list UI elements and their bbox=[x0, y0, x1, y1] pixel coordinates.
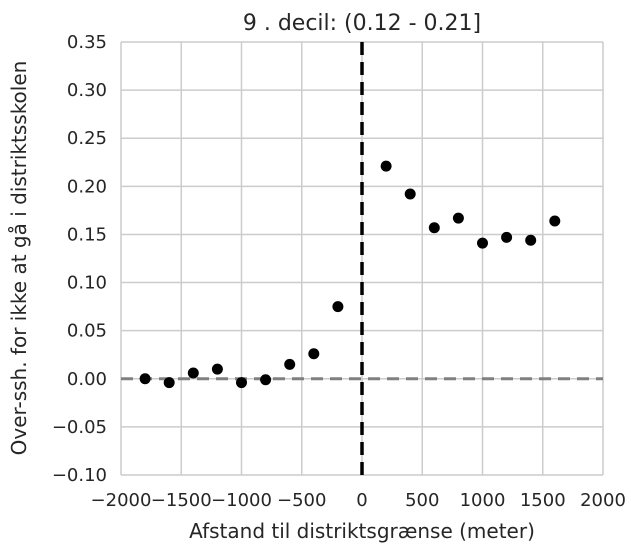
reference-lines bbox=[121, 42, 603, 475]
data-point bbox=[236, 377, 247, 389]
y-tick-label: 0.00 bbox=[67, 369, 107, 390]
x-tick-label: −500 bbox=[277, 490, 326, 511]
x-tick-labels: −2000 −1500 −1000 −500 0 500 1000 1500 2000 bbox=[91, 490, 626, 511]
data-points bbox=[139, 160, 561, 389]
x-tick-label: 1500 bbox=[520, 490, 566, 511]
y-tick-label: −0.10 bbox=[52, 465, 107, 486]
x-axis-title: Afstand til distriktsgrænse (meter) bbox=[189, 519, 535, 543]
data-point bbox=[211, 363, 223, 375]
data-point bbox=[308, 348, 320, 360]
y-tick-label: 0.25 bbox=[67, 128, 107, 149]
x-tick-label: −1500 bbox=[151, 490, 212, 511]
data-point bbox=[284, 358, 296, 370]
data-point bbox=[477, 237, 488, 249]
data-point bbox=[501, 231, 513, 243]
data-point bbox=[404, 188, 416, 200]
y-tick-label: 0.15 bbox=[67, 224, 107, 245]
x-tick-label: −2000 bbox=[91, 490, 152, 511]
y-tick-labels: −0.10 −0.05 0.00 0.05 0.10 0.15 0.20 0.25 0.30 0.… bbox=[52, 32, 107, 486]
x-tick-label: 500 bbox=[405, 490, 439, 511]
y-tick-label: −0.05 bbox=[52, 417, 107, 438]
y-tick-label: 0.30 bbox=[67, 80, 107, 101]
data-point bbox=[380, 160, 392, 172]
chart-title: 9 . decil: (0.12 - 0.21] bbox=[243, 11, 481, 36]
data-point bbox=[332, 301, 344, 313]
y-tick-label: 0.05 bbox=[67, 321, 107, 342]
data-point bbox=[139, 373, 151, 385]
y-tick-label: 0.10 bbox=[67, 273, 107, 294]
data-point bbox=[549, 215, 561, 227]
y-tick-label: 0.20 bbox=[67, 176, 107, 197]
x-tick-label: 2000 bbox=[580, 490, 626, 511]
data-point bbox=[163, 377, 175, 389]
x-tick-label: −1000 bbox=[211, 490, 272, 511]
y-axis-title: Over-ssh. for ikke at gå i distriktsskol… bbox=[7, 61, 31, 456]
x-tick-label: 0 bbox=[356, 490, 367, 511]
data-point bbox=[428, 222, 440, 234]
data-point bbox=[525, 234, 537, 246]
data-point bbox=[187, 367, 199, 379]
x-tick-label: 1000 bbox=[460, 490, 506, 511]
y-tick-label: 0.35 bbox=[67, 32, 107, 53]
data-point bbox=[452, 212, 464, 224]
data-point bbox=[260, 374, 272, 386]
